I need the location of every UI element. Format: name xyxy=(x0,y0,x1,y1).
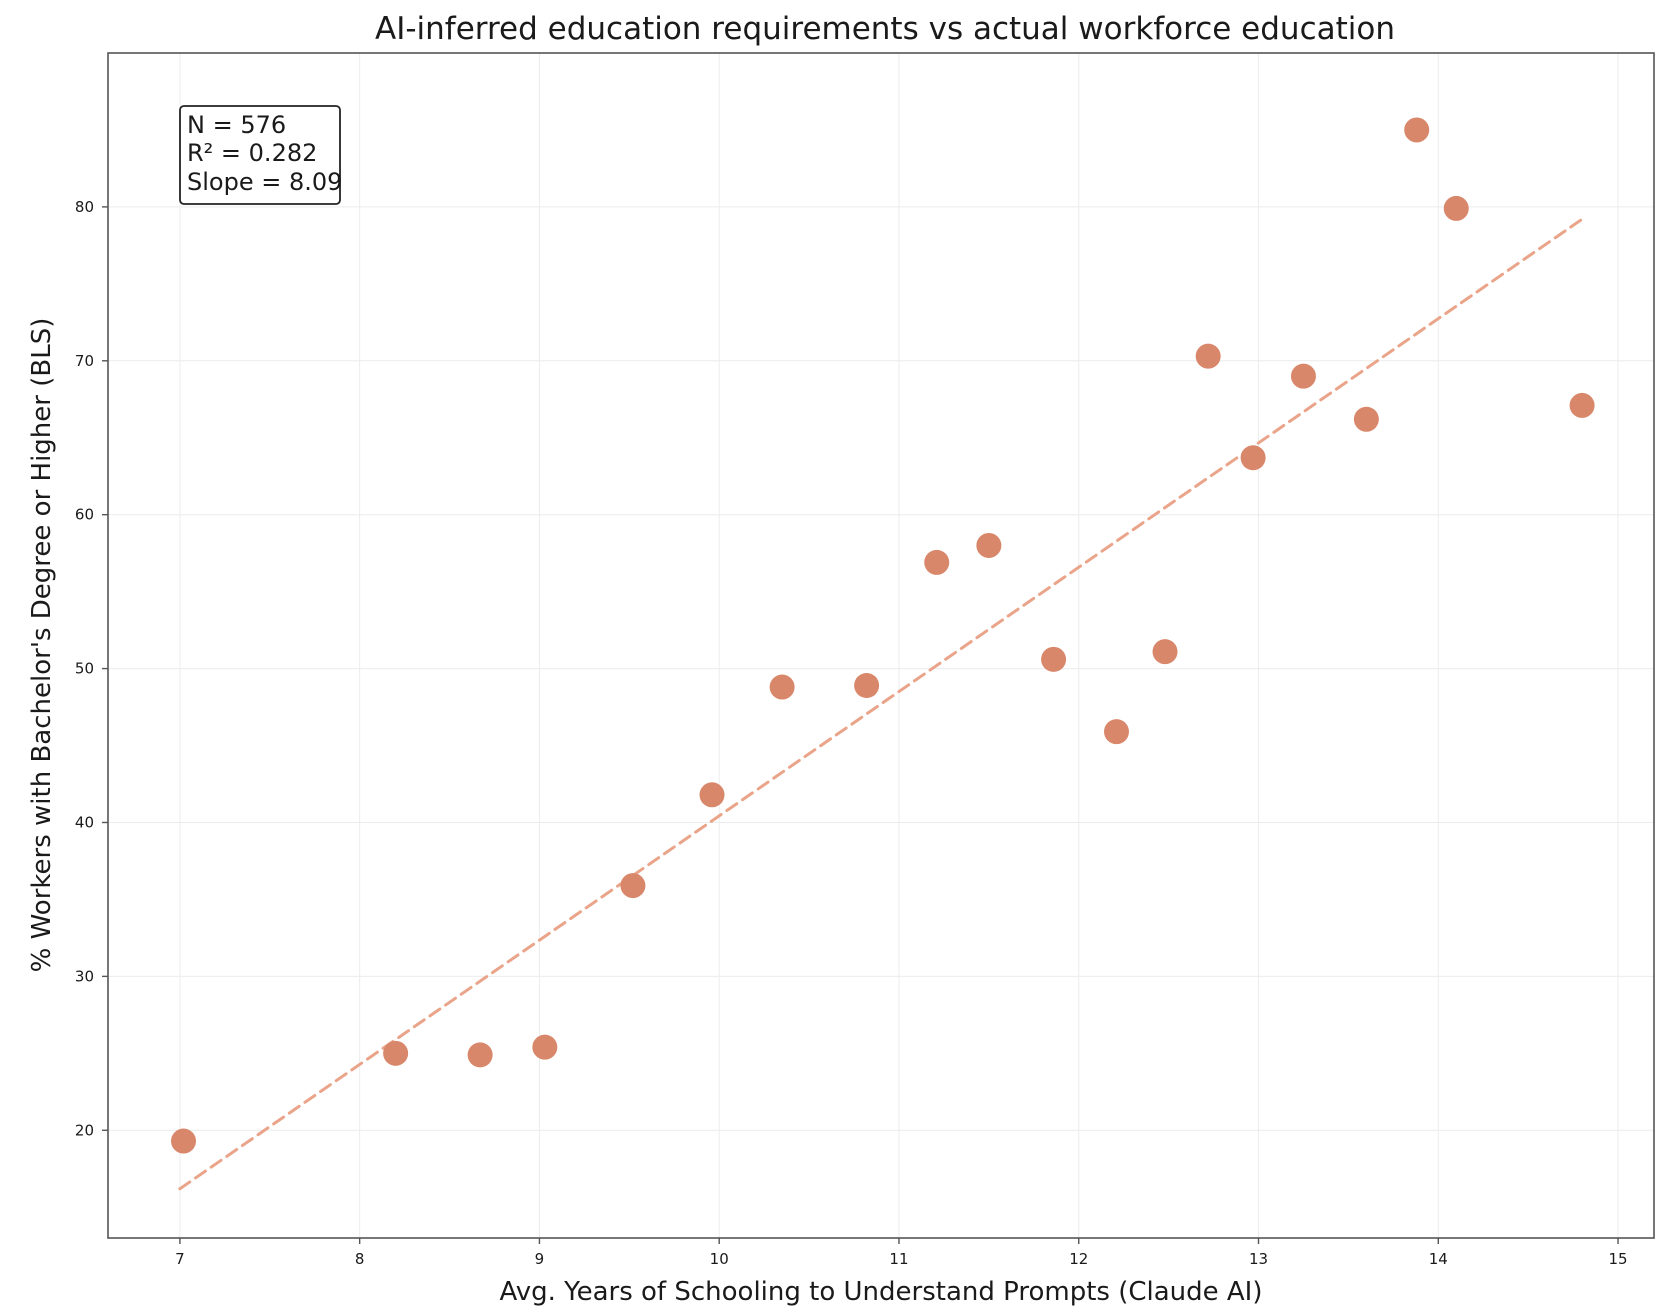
y-tick-label-5: 70 xyxy=(75,352,94,370)
trendline-layer xyxy=(178,217,1584,1191)
y-tick-label-6: 80 xyxy=(75,198,94,216)
data-point-5 xyxy=(699,782,725,808)
data-point-2 xyxy=(467,1042,493,1068)
data-point-17 xyxy=(1404,117,1430,143)
data-point-6 xyxy=(769,674,795,700)
plot-frame xyxy=(107,52,1655,1239)
x-tick-label-0: 7 xyxy=(175,1250,185,1268)
data-point-11 xyxy=(1103,719,1129,745)
y-axis-label: % Workers with Bachelor's Degree or High… xyxy=(27,318,57,973)
data-point-12 xyxy=(1152,639,1178,665)
x-axis-label: Avg. Years of Schooling to Understand Pr… xyxy=(499,1277,1262,1307)
chart-title: AI-inferred education requirements vs ac… xyxy=(375,11,1395,47)
x-tick-label-6: 13 xyxy=(1249,1250,1268,1268)
data-point-13 xyxy=(1195,343,1221,369)
x-tick-label-1: 8 xyxy=(355,1250,365,1268)
data-point-18 xyxy=(1443,195,1469,221)
stats-box: N = 576 R² = 0.282 Slope = 8.09 xyxy=(179,105,342,205)
x-tick-label-2: 9 xyxy=(535,1250,545,1268)
data-point-10 xyxy=(1041,646,1067,672)
data-point-15 xyxy=(1290,363,1316,389)
grid xyxy=(108,53,1654,1238)
stats-n: N = 576 xyxy=(187,111,286,139)
axis-ticks: 7 8 9 10 11 12 13 14 15 20 30 40 50 60 70 80 xyxy=(75,198,1628,1268)
y-tick-label-4: 60 xyxy=(75,506,94,524)
y-tick-label-0: 20 xyxy=(75,1121,94,1139)
x-tick-label-3: 10 xyxy=(710,1250,729,1268)
data-point-8 xyxy=(924,549,950,575)
data-point-3 xyxy=(532,1034,558,1060)
x-tick-label-5: 12 xyxy=(1069,1250,1088,1268)
trendline xyxy=(178,217,1584,1191)
x-tick-label-7: 14 xyxy=(1429,1250,1448,1268)
stats-r2: R² = 0.282 xyxy=(187,139,317,167)
stats-slope: Slope = 8.09 xyxy=(187,168,342,196)
stats-box-frame xyxy=(179,105,341,205)
data-point-1 xyxy=(383,1040,409,1066)
x-tick-label-8: 15 xyxy=(1608,1250,1627,1268)
data-point-16 xyxy=(1353,406,1379,432)
y-tick-label-3: 50 xyxy=(75,660,94,678)
data-point-4 xyxy=(620,873,646,899)
y-tick-label-2: 40 xyxy=(75,813,94,831)
y-tick-label-1: 30 xyxy=(75,967,94,985)
data-points xyxy=(171,117,1595,1154)
data-point-0 xyxy=(171,1128,197,1154)
data-point-7 xyxy=(854,673,880,699)
data-point-19 xyxy=(1569,392,1595,418)
x-tick-label-4: 11 xyxy=(889,1250,908,1268)
data-point-14 xyxy=(1240,445,1266,471)
data-point-9 xyxy=(976,532,1002,558)
